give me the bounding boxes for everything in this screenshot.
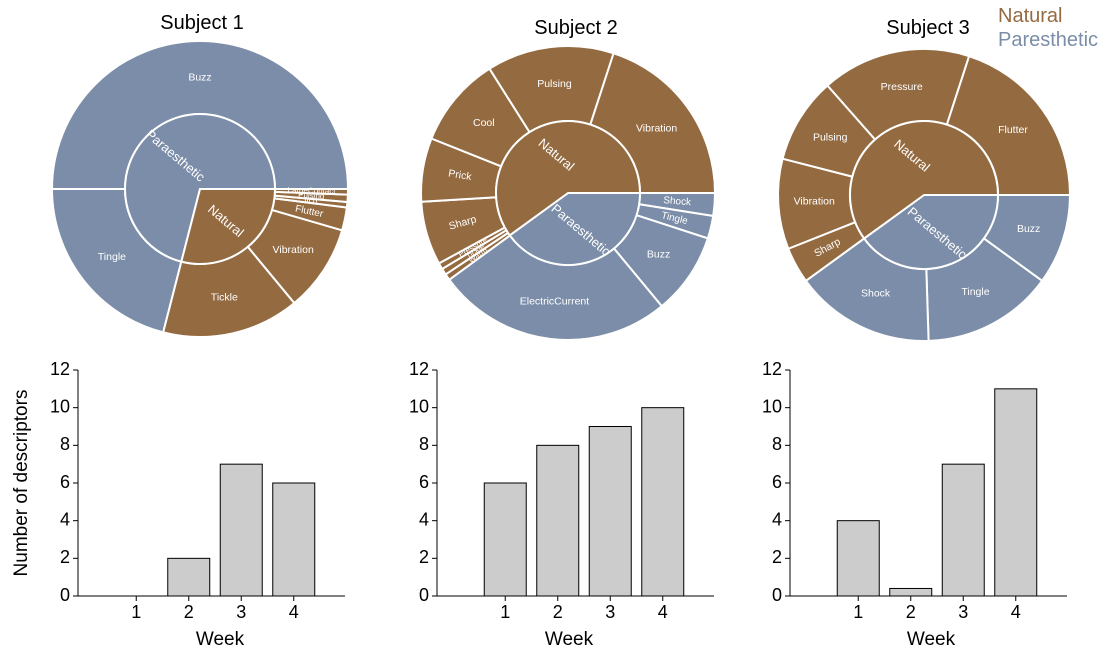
outer-label-cool: Cool	[473, 117, 495, 129]
y-tick-label: 8	[772, 434, 782, 454]
outer-label-tickle: Tickle	[211, 292, 238, 304]
y-tick-label: 6	[772, 472, 782, 492]
x-tick-label-1: 1	[853, 602, 863, 622]
y-tick-label: 0	[60, 585, 70, 605]
bar-week-2	[536, 444, 580, 597]
y-tick-label: 6	[419, 472, 429, 492]
outer-label-prick: Prick	[447, 168, 473, 184]
bar-week-3	[941, 463, 985, 597]
x-tick-label-4: 4	[658, 602, 668, 622]
outer-label-vibration: Vibration	[794, 196, 835, 208]
x-axis-label-3: Week	[907, 629, 956, 650]
outer-label-flutter: Flutter	[998, 124, 1028, 136]
bar-week-2	[167, 557, 211, 597]
x-axis-label-1: Week	[196, 629, 245, 650]
outer-label-buzz: Buzz	[1017, 223, 1040, 235]
inner-segment-natural	[495, 120, 642, 237]
y-tick-label: 12	[409, 359, 429, 379]
outer-label-shock: Shock	[663, 195, 693, 208]
y-tick-label: 0	[772, 585, 782, 605]
x-tick-label-1: 1	[131, 602, 141, 622]
y-tick-label: 4	[60, 509, 70, 529]
bar-week-4	[994, 388, 1038, 597]
outer-label-largecontact: LargeContact	[287, 186, 336, 196]
outer-label-buzz: Buzz	[188, 71, 211, 83]
y-tick-label: 2	[772, 547, 782, 567]
inner-segment-paraesthetic	[862, 194, 1000, 270]
y-tick-label: 12	[762, 359, 782, 379]
bar-week-1	[836, 520, 880, 597]
y-tick-label: 2	[419, 547, 429, 567]
inner-segment-natural	[180, 188, 277, 265]
bar-week-3	[219, 463, 263, 597]
outer-label-vibration: Vibration	[273, 244, 314, 256]
outer-label-tingle: Tingle	[98, 251, 126, 263]
y-tick-label: 6	[60, 472, 70, 492]
outer-label-electriccurrent: ElectricCurrent	[520, 295, 590, 307]
outer-label-shock: Shock	[861, 288, 891, 300]
bar-week-2	[889, 587, 933, 597]
y-tick-label: 0	[419, 585, 429, 605]
outer-label-buzz: Buzz	[647, 248, 670, 260]
bar-week-4	[272, 482, 316, 597]
outer-label-pulsing: Pulsing	[813, 131, 848, 143]
x-axis-label-2: Week	[545, 629, 594, 650]
sunburst-subject-2: ShockTingleBuzzElectricCurrentWarmTickle…	[420, 45, 717, 341]
outer-label-pulsing: Pulsing	[298, 190, 325, 201]
y-tick-label: 8	[419, 434, 429, 454]
outer-label-pressure: Pressure	[881, 81, 923, 93]
x-tick-label-3: 3	[958, 602, 968, 622]
subject-2-title: Subject 2	[534, 17, 617, 39]
sunburst-subject-3: BuzzTingleShockSharpVibrationPulsingPres…	[777, 48, 1072, 342]
y-tick-label: 12	[50, 359, 70, 379]
y-tick-label: 10	[50, 396, 70, 416]
subject-3-title: Subject 3	[886, 17, 969, 39]
x-tick-label-3: 3	[605, 602, 615, 622]
x-tick-label-2: 2	[553, 602, 563, 622]
y-tick-label: 10	[409, 396, 429, 416]
x-tick-label-2: 2	[184, 602, 194, 622]
y-tick-label: 10	[762, 396, 782, 416]
x-tick-label-4: 4	[289, 602, 299, 622]
y-axis-label: Number of descriptors	[11, 390, 32, 577]
y-tick-label: 2	[60, 547, 70, 567]
outer-label-pulsing: Pulsing	[537, 78, 572, 90]
sunburst-charts: BuzzTingleTickleVibrationFlutterItchPuls…	[50, 40, 1072, 342]
bar-week-3	[588, 426, 632, 597]
outer-label-itch: Itch	[304, 195, 318, 205]
outer-label-tingle: Tingle	[961, 286, 989, 298]
inner-segment-paraesthetic	[508, 192, 642, 266]
y-tick-label: 8	[60, 434, 70, 454]
legend-natural: Natural	[998, 5, 1062, 27]
y-tick-label: 4	[772, 509, 782, 529]
outer-label-vibration: Vibration	[636, 122, 677, 134]
x-tick-label-3: 3	[236, 602, 246, 622]
bar-week-4	[641, 407, 685, 597]
x-tick-label-4: 4	[1011, 602, 1021, 622]
x-tick-label-2: 2	[906, 602, 916, 622]
legend-paresthetic: Paresthetic	[998, 29, 1098, 51]
bar-week-1	[483, 482, 527, 597]
y-tick-label: 4	[419, 509, 429, 529]
subject-1-title: Subject 1	[160, 12, 243, 34]
x-tick-label-1: 1	[500, 602, 510, 622]
sunburst-subject-1: BuzzTingleTickleVibrationFlutterItchPuls…	[50, 40, 350, 338]
inner-segment-paraesthetic	[124, 113, 277, 263]
inner-segment-natural	[849, 120, 1000, 240]
